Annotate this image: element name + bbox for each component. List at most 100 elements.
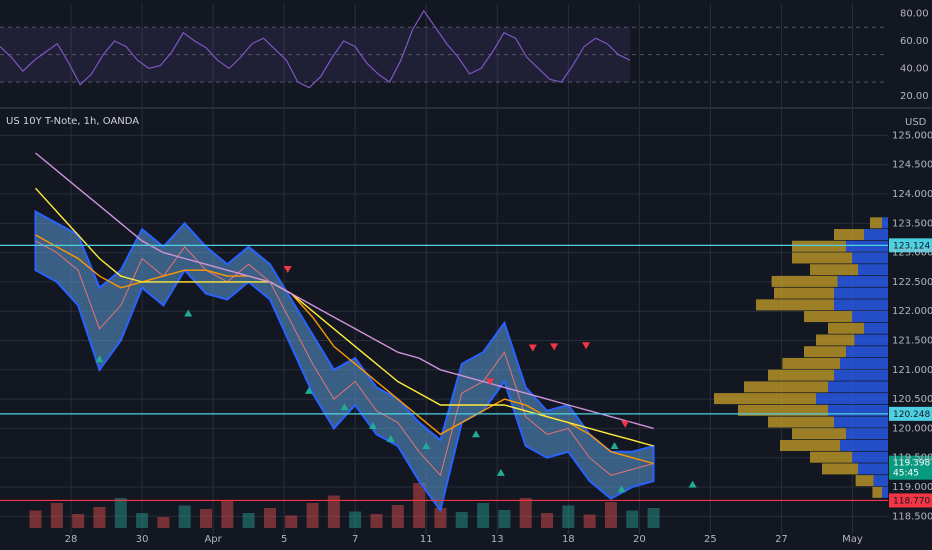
ma100-line <box>34 187 654 447</box>
sell-signal-marker <box>582 342 591 350</box>
volume-bar <box>498 510 511 528</box>
profile-bar-down <box>858 463 888 475</box>
profile-bar-up <box>810 264 858 276</box>
profile-bar-up <box>792 428 846 440</box>
volume-bar <box>178 505 191 528</box>
volatility-band-area <box>34 209 655 513</box>
profile-bar-up <box>792 252 852 264</box>
buy-signal-marker <box>184 309 193 317</box>
price-tick-label: 122.000 <box>892 306 932 317</box>
profile-bar-down <box>882 486 888 498</box>
profile-bar-up <box>804 311 852 323</box>
profile-bar-down <box>840 357 888 369</box>
profile-bar-up <box>768 369 834 381</box>
price-tick-label: 125.000 <box>892 130 932 141</box>
time-tick-label: May <box>842 534 863 545</box>
time-tick-label: Apr <box>204 534 222 545</box>
price-tick-label: 120.500 <box>892 394 932 405</box>
volatility-band <box>34 209 655 513</box>
volume-bar <box>114 498 127 528</box>
price-tick-label: 119.500 <box>892 453 932 464</box>
ma200-line <box>35 152 654 430</box>
level-tag-label: 123.124 <box>893 241 930 251</box>
rsi-line <box>0 9 631 89</box>
time-tick-label: 13 <box>491 534 504 545</box>
profile-bar-down <box>837 275 888 287</box>
profile-bar-up <box>756 299 834 311</box>
volume-bar <box>200 509 213 528</box>
price-tick-label: 121.000 <box>892 365 932 376</box>
profile-bar-down <box>828 404 888 416</box>
price-tick-label: 123.000 <box>892 248 932 259</box>
profile-bar-down <box>882 217 888 229</box>
volume-bar <box>541 513 554 528</box>
profile-bar-up <box>780 439 840 451</box>
profile-bar-down <box>852 451 888 463</box>
volume-layer <box>29 483 660 528</box>
buy-signal-marker <box>688 480 697 488</box>
buy-signal-marker <box>617 485 626 493</box>
price-tick-label: 120.000 <box>892 423 932 434</box>
profile-bar-down <box>852 252 888 264</box>
volume-profile <box>714 217 888 498</box>
signal-markers <box>95 266 697 493</box>
time-tick-label: 5 <box>281 534 287 545</box>
sell-signal-marker <box>550 343 559 351</box>
price-tick-label: 118.500 <box>892 511 932 522</box>
profile-bar-up <box>855 475 874 487</box>
profile-bar-up <box>768 416 834 428</box>
volume-bar <box>327 495 340 528</box>
profile-bar-down <box>864 322 888 334</box>
time-tick-label: 7 <box>352 534 358 545</box>
currency-label: USD <box>905 117 927 128</box>
time-tick-label: 28 <box>65 534 78 545</box>
volume-bar <box>391 505 404 528</box>
buy-signal-marker <box>386 434 395 442</box>
buy-signal-marker <box>610 441 619 449</box>
profile-bar-up <box>774 287 834 299</box>
volume-bar <box>370 514 383 528</box>
volume-bar <box>349 511 362 528</box>
level-tag: 118.770 <box>889 493 932 508</box>
volume-bar <box>136 513 149 528</box>
rsi-tick-label: 60.00 <box>900 36 929 47</box>
buy-signal-marker <box>340 403 349 411</box>
chart-title: US 10Y T-Note, 1h, OANDA <box>6 116 139 127</box>
level-tag-bg <box>889 406 932 421</box>
profile-bar-up <box>834 229 864 241</box>
rsi-tick-label: 20.00 <box>900 91 929 102</box>
sell-signal-marker <box>283 266 292 274</box>
price-tick-label: 124.000 <box>892 189 932 200</box>
profile-bar-up <box>792 240 846 252</box>
profile-bar-up <box>744 381 828 393</box>
profile-bar-down <box>840 439 888 451</box>
profile-bar-down <box>834 369 888 381</box>
time-tick-label: 11 <box>420 534 433 545</box>
volume-bar <box>434 508 447 528</box>
level-tag: 120.248 <box>889 406 932 421</box>
profile-bar-up <box>782 357 840 369</box>
profile-bar-down <box>846 346 888 358</box>
profile-bar-down <box>854 334 888 346</box>
time-tick-label: 30 <box>136 534 149 545</box>
profile-bar-up <box>771 275 838 287</box>
profile-bar-up <box>810 451 852 463</box>
volume-bar <box>285 515 298 528</box>
volume-bar <box>242 513 255 528</box>
price-tick-label: 121.500 <box>892 336 932 347</box>
buy-signal-marker <box>95 355 104 363</box>
volume-bar <box>647 508 660 528</box>
volume-bar <box>455 512 468 528</box>
profile-bar-down <box>834 287 888 299</box>
profile-bar-down <box>828 381 888 393</box>
volume-bar <box>413 483 426 528</box>
level-tag-bg <box>889 238 932 253</box>
buy-signal-marker <box>496 468 505 476</box>
level-tag: 123.124 <box>889 238 932 253</box>
volume-bar <box>263 508 276 528</box>
rsi-panel: 80.00 60.00 40.00 20.00 <box>0 9 929 102</box>
